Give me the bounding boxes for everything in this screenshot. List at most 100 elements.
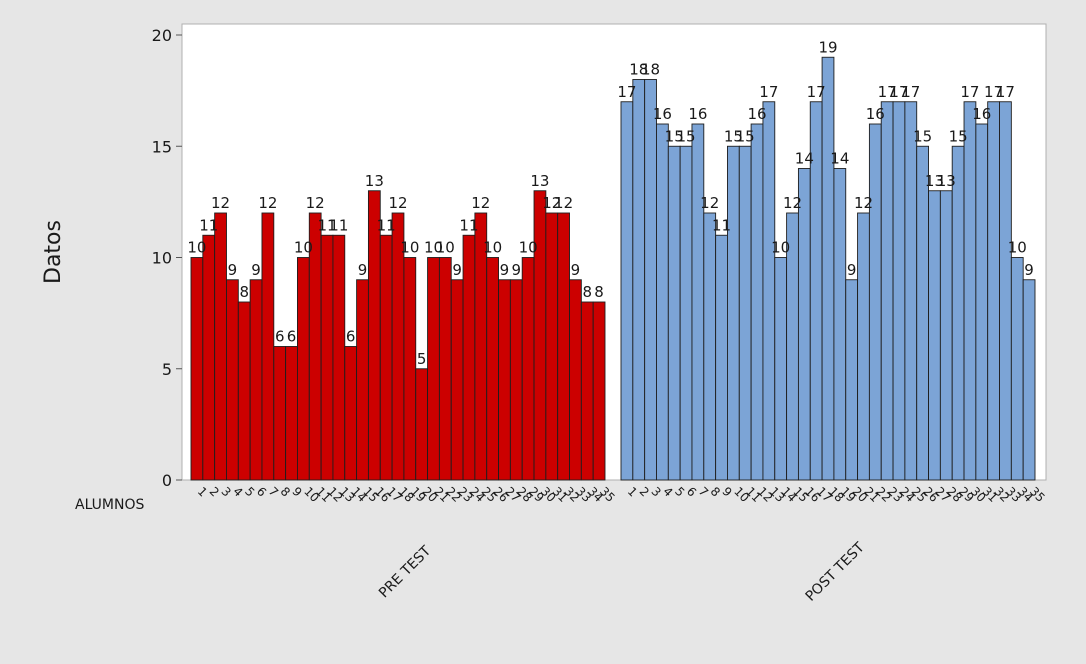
data-label: 16	[747, 105, 766, 123]
data-label: 16	[688, 105, 707, 123]
data-label: 19	[818, 38, 837, 56]
data-label: 16	[972, 105, 991, 123]
bar	[416, 369, 428, 480]
bar	[929, 191, 941, 480]
data-label: 17	[960, 83, 979, 101]
bar	[905, 102, 917, 480]
data-label: 8	[594, 283, 604, 301]
bar	[439, 258, 451, 481]
bar	[716, 235, 728, 480]
data-label: 10	[294, 239, 313, 257]
data-label: 13	[530, 172, 549, 190]
bar	[345, 347, 357, 481]
data-label: 11	[712, 216, 731, 234]
y-tick-label: 20	[152, 26, 172, 45]
data-label: 10	[519, 239, 538, 257]
bar	[428, 258, 440, 481]
bar	[499, 280, 511, 480]
data-label: 8	[239, 283, 249, 301]
data-label: 12	[388, 194, 407, 212]
data-label: 10	[187, 239, 206, 257]
bar	[1000, 102, 1012, 480]
data-label: 12	[554, 194, 573, 212]
bar	[917, 146, 929, 480]
data-label: 9	[452, 261, 462, 279]
data-label: 9	[512, 261, 522, 279]
bar	[203, 235, 215, 480]
bar	[668, 146, 680, 480]
data-label: 17	[996, 83, 1015, 101]
bar	[286, 347, 298, 481]
data-label: 9	[500, 261, 510, 279]
data-label: 12	[783, 194, 802, 212]
bar	[798, 169, 810, 481]
bar	[558, 213, 570, 480]
data-label: 10	[1008, 239, 1027, 257]
data-label: 10	[771, 239, 790, 257]
bar	[215, 213, 227, 480]
bar	[463, 235, 475, 480]
x-row-label: ALUMNOS	[75, 497, 144, 513]
y-tick-label: 15	[152, 137, 172, 156]
bar	[262, 213, 274, 480]
data-label: 15	[677, 127, 696, 145]
data-label: 16	[866, 105, 885, 123]
bar	[487, 258, 499, 481]
bar	[510, 280, 522, 480]
data-label: 10	[483, 239, 502, 257]
bar	[727, 146, 739, 480]
data-label: 9	[1024, 261, 1034, 279]
data-label: 15	[913, 127, 932, 145]
bar	[940, 191, 952, 480]
bar	[451, 280, 463, 480]
data-label: 14	[830, 150, 849, 168]
bar	[645, 80, 657, 481]
data-label: 9	[358, 261, 368, 279]
bar	[952, 146, 964, 480]
bar	[226, 280, 238, 480]
data-label: 12	[306, 194, 325, 212]
bar	[522, 258, 534, 481]
data-label: 15	[949, 127, 968, 145]
bar	[822, 57, 834, 480]
bar	[404, 258, 416, 481]
data-label: 12	[854, 194, 873, 212]
bar	[570, 280, 582, 480]
bar	[333, 235, 345, 480]
y-axis-label: Datos	[41, 220, 66, 284]
data-label: 9	[228, 261, 238, 279]
bar	[704, 213, 716, 480]
bar	[893, 102, 905, 480]
data-label: 18	[641, 61, 660, 79]
bar	[250, 280, 262, 480]
bar	[964, 102, 976, 480]
bar	[621, 102, 633, 480]
bar	[274, 347, 286, 481]
data-label: 17	[807, 83, 826, 101]
bar	[534, 191, 546, 480]
bar	[1023, 280, 1035, 480]
data-label: 6	[346, 328, 356, 346]
bar	[692, 124, 704, 480]
data-label: 17	[759, 83, 778, 101]
bar	[858, 213, 870, 480]
data-label: 12	[211, 194, 230, 212]
bar	[976, 124, 988, 480]
bar	[321, 235, 333, 480]
bar	[869, 124, 881, 480]
data-label: 12	[700, 194, 719, 212]
data-label: 16	[653, 105, 672, 123]
data-label: 12	[471, 194, 490, 212]
data-label: 13	[365, 172, 384, 190]
data-label: 11	[377, 216, 396, 234]
bar	[593, 302, 605, 480]
bar	[988, 102, 1000, 480]
data-label: 11	[199, 216, 218, 234]
bar	[546, 213, 558, 480]
bar	[656, 124, 668, 480]
bar	[191, 258, 203, 481]
bar	[751, 124, 763, 480]
data-label: 9	[847, 261, 857, 279]
